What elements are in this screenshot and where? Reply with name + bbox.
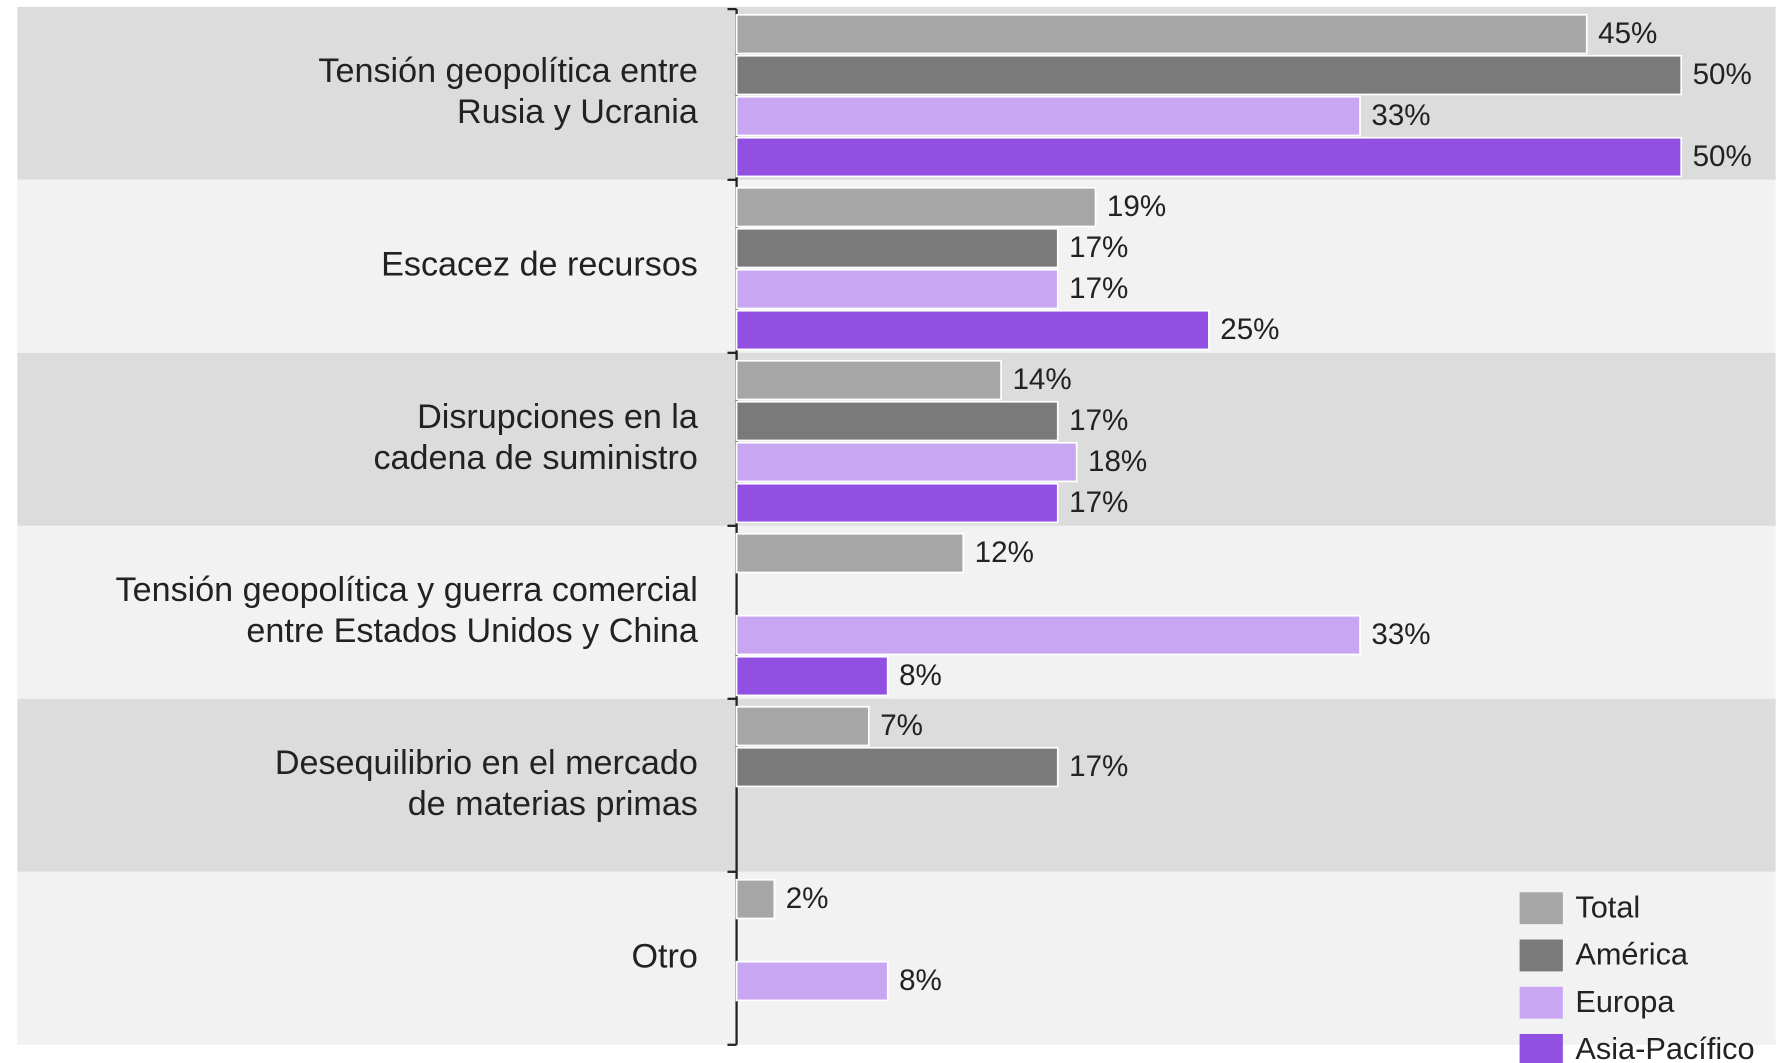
bar <box>735 960 889 1002</box>
value-label: 14% <box>1012 363 1071 396</box>
bar <box>735 400 1059 442</box>
legend-label: Europa <box>1575 984 1675 1019</box>
bar <box>735 54 1683 96</box>
value-label: 17% <box>1069 404 1128 437</box>
bar <box>735 268 1059 310</box>
category-label-line: Tensión geopolítica entre <box>318 52 697 90</box>
bar <box>735 227 1059 269</box>
value-label: 18% <box>1088 445 1147 478</box>
category-label-line: Desequilibrio en el mercado <box>275 744 698 782</box>
bar <box>735 309 1210 351</box>
bar <box>735 878 776 920</box>
legend-swatch <box>1519 892 1563 925</box>
category-label: Disrupciones en la cadena de suministro <box>374 398 698 477</box>
bar <box>735 746 1059 788</box>
legend-swatch <box>1519 1033 1563 1063</box>
value-label: 2% <box>786 882 829 915</box>
value-label: 45% <box>1598 17 1657 50</box>
category-label-line: de materias primas <box>408 785 698 823</box>
value-label: 12% <box>975 536 1034 569</box>
category-label-line: Tensión geopolítica y guerra comercial <box>116 571 698 609</box>
bar <box>735 95 1361 137</box>
value-label: 50% <box>1693 58 1752 91</box>
value-label: 25% <box>1220 313 1279 346</box>
value-label: 50% <box>1693 140 1752 173</box>
legend-swatch <box>1519 939 1563 972</box>
category-label-line: Rusia y Ucrania <box>457 93 698 131</box>
value-label: 17% <box>1069 486 1128 519</box>
legend-label: Asia-Pacífico <box>1575 1031 1754 1063</box>
value-label: 17% <box>1069 272 1128 305</box>
legend-label: Total <box>1575 889 1640 924</box>
legend-swatch <box>1519 986 1563 1019</box>
bar <box>735 359 1002 401</box>
value-label: 17% <box>1069 231 1128 264</box>
bar <box>735 614 1361 656</box>
category-label-line: cadena de suministro <box>374 439 698 477</box>
category-label: Escacez de recursos <box>381 245 698 283</box>
bar <box>735 655 889 697</box>
category-label-line: Escacez de recursos <box>381 245 698 283</box>
bar <box>735 136 1683 178</box>
bar <box>735 441 1078 483</box>
value-label: 33% <box>1371 618 1430 651</box>
category-label: Otro <box>632 937 698 975</box>
category-band <box>17 871 1776 1045</box>
bar <box>735 705 870 747</box>
category-label-line: Otro <box>632 937 698 975</box>
category-label-line: entre Estados Unidos y China <box>246 612 697 650</box>
bar <box>735 532 965 574</box>
category-label: Desequilibrio en el mercado de materias p… <box>275 744 698 823</box>
value-label: 8% <box>899 659 942 692</box>
bar <box>735 482 1059 524</box>
legend-label: América <box>1575 937 1689 972</box>
category-label: Tensión geopolítica entre Rusia y Ucrania <box>318 52 697 131</box>
category-label-line: Disrupciones en la <box>417 398 698 436</box>
bar <box>735 13 1588 55</box>
value-label: 33% <box>1371 99 1430 132</box>
value-label: 19% <box>1107 190 1166 223</box>
value-label: 7% <box>880 709 923 742</box>
value-label: 8% <box>899 964 942 997</box>
bar <box>735 186 1097 228</box>
category-label: Tensión geopolítica y guerra comercial en… <box>116 571 698 650</box>
value-label: 17% <box>1069 750 1128 783</box>
